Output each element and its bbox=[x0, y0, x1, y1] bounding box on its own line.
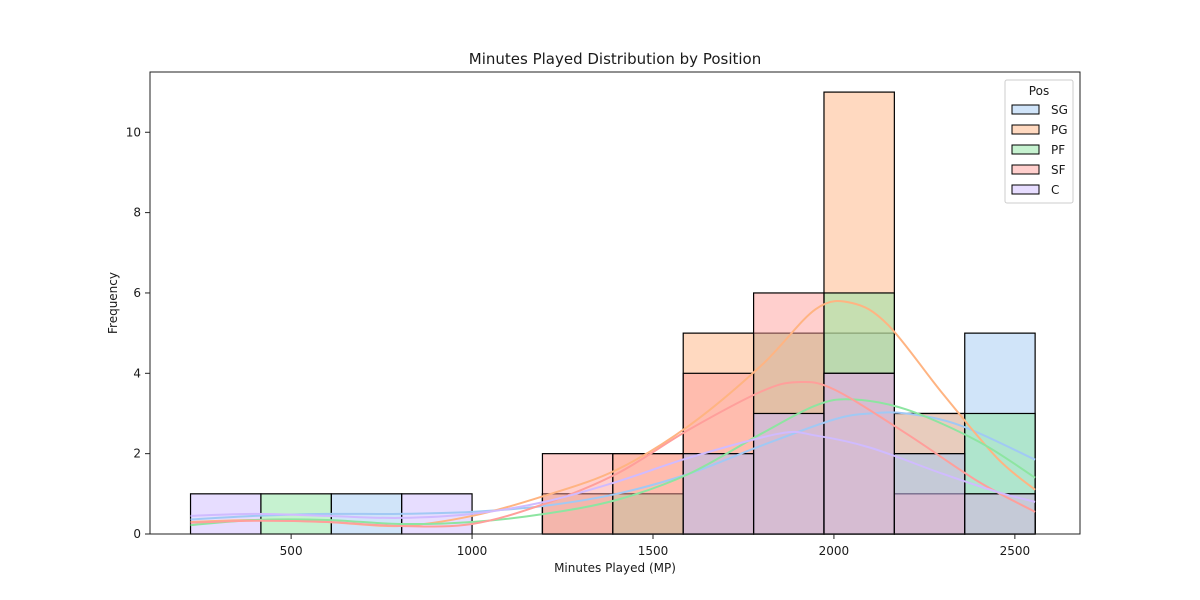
bars-layer bbox=[189, 91, 1036, 535]
y-tick-label: 10 bbox=[126, 125, 141, 139]
bar-c-7 bbox=[682, 453, 755, 535]
kde-line-c bbox=[190, 430, 1036, 519]
kde-line-pf bbox=[190, 398, 1036, 527]
kde-line-sg bbox=[190, 411, 1036, 521]
y-axis-ticks: 0 2 4 6 8 10 bbox=[126, 125, 150, 541]
y-tick-label: 4 bbox=[133, 366, 141, 380]
legend-label-c: C bbox=[1051, 183, 1059, 197]
x-tick-label: 2500 bbox=[1000, 544, 1031, 558]
legend-items: SG PG PF SF C bbox=[1011, 103, 1068, 197]
x-axis-ticks: 500 1000 1500 2000 2500 bbox=[280, 534, 1030, 558]
legend-swatch-pf bbox=[1011, 144, 1040, 155]
y-axis-label: Frequency bbox=[106, 272, 120, 334]
x-tick-label: 1500 bbox=[638, 544, 669, 558]
bar-c-9 bbox=[823, 372, 895, 535]
legend: Pos SG PG PF SF C bbox=[1004, 79, 1074, 204]
y-tick-label: 0 bbox=[133, 527, 141, 541]
legend-swatch-pg bbox=[1011, 124, 1040, 135]
chart-title: Minutes Played Distribution by Position bbox=[469, 50, 761, 68]
x-tick-label: 500 bbox=[280, 544, 303, 558]
legend-swatch-sg bbox=[1011, 104, 1040, 115]
legend-swatch-c bbox=[1011, 184, 1040, 195]
legend-label-pg: PG bbox=[1051, 123, 1068, 137]
y-tick-label: 2 bbox=[133, 447, 141, 461]
x-tick-label: 2000 bbox=[819, 544, 850, 558]
x-axis-label: Minutes Played (MP) bbox=[554, 561, 676, 575]
legend-label-sg: SG bbox=[1051, 103, 1068, 117]
legend-label-pf: PF bbox=[1051, 143, 1065, 157]
y-tick-label: 8 bbox=[133, 206, 141, 220]
kde-line-sf bbox=[190, 380, 1036, 528]
legend-label-sf: SF bbox=[1051, 163, 1066, 177]
legend-title: Pos bbox=[1029, 84, 1049, 98]
y-tick-label: 6 bbox=[133, 286, 141, 300]
x-tick-label: 1000 bbox=[457, 544, 488, 558]
bars-c bbox=[189, 372, 1036, 535]
kde-layer bbox=[190, 299, 1036, 528]
plot-frame bbox=[149, 71, 1081, 535]
legend-swatch-sf bbox=[1011, 164, 1040, 175]
